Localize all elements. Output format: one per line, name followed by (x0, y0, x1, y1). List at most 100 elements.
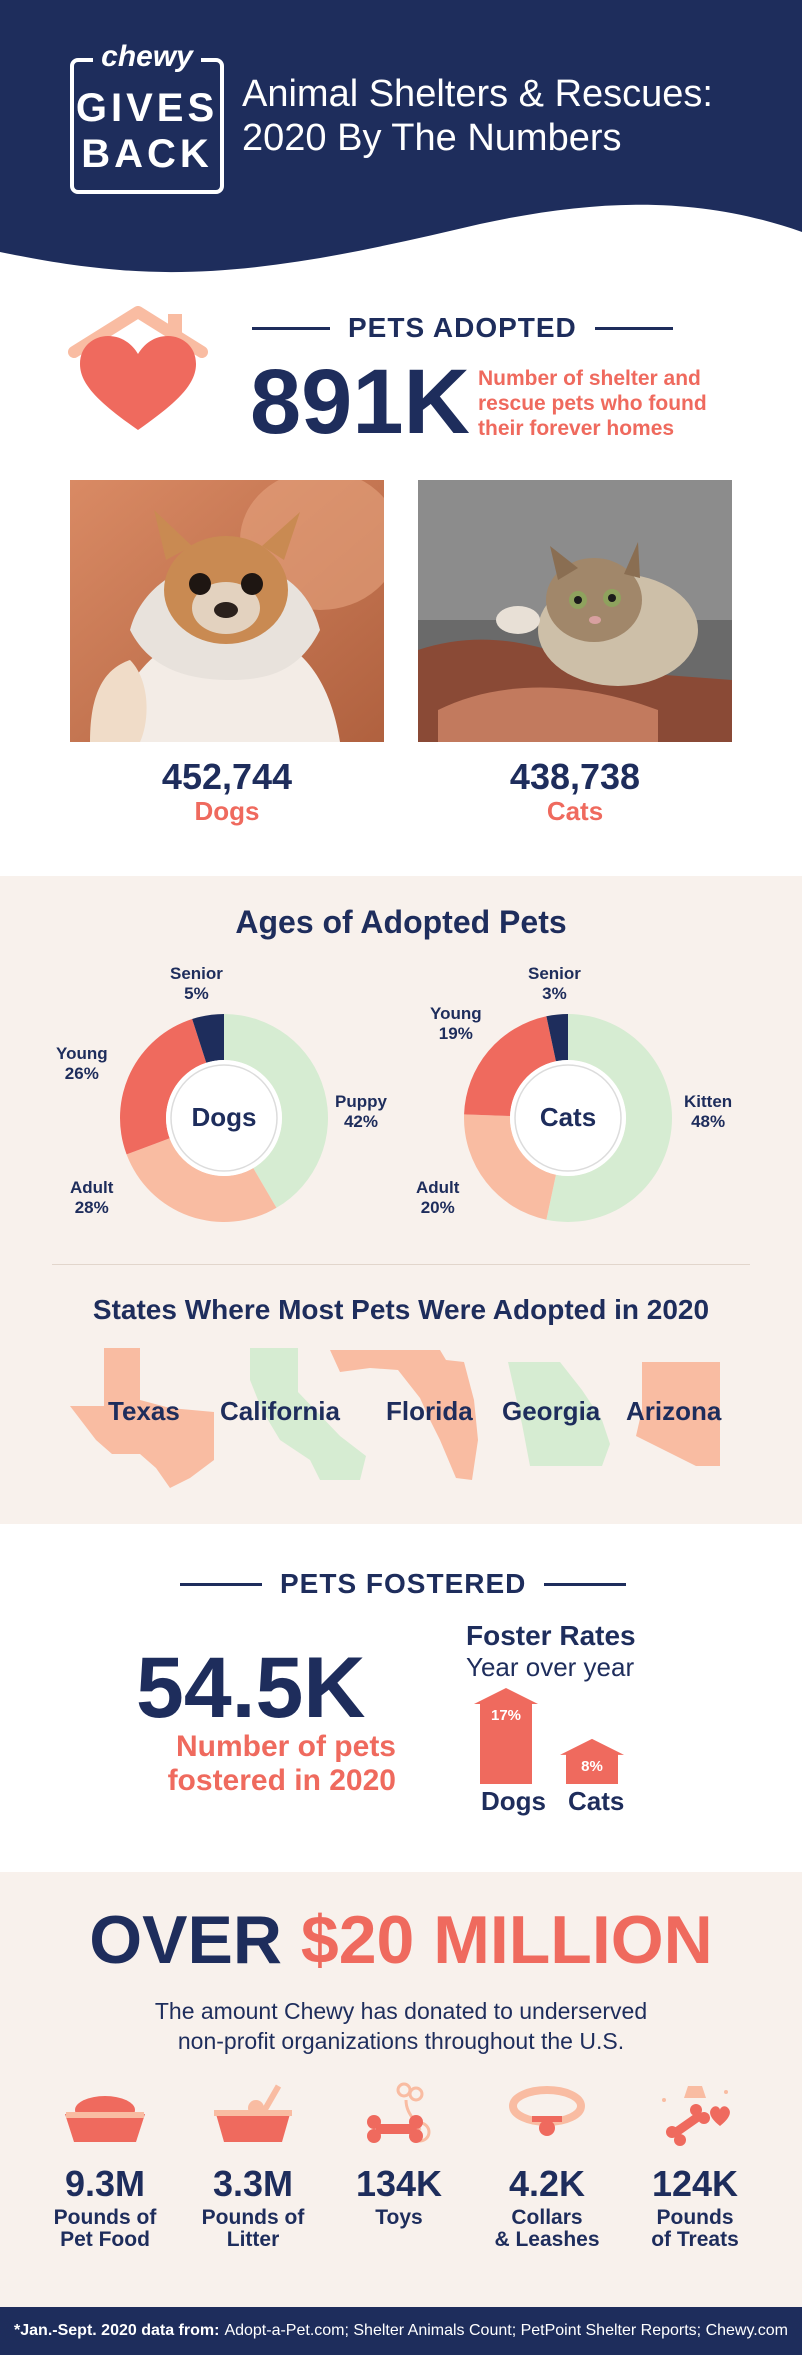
dogs-donut-hole (166, 1060, 282, 1176)
donation-item-collars: 4.2K Collars & Leashes (482, 2080, 612, 2251)
dogs-senior-label: Senior 5% (170, 964, 223, 1003)
cats-kitten-slice (546, 1014, 672, 1222)
dogs-puppy-slice (224, 1014, 329, 1208)
chewy-brand-wordmark: chewy (74, 40, 220, 74)
texas-shape (70, 1348, 214, 1488)
treats-value: 124K (651, 2163, 739, 2204)
california-shape (250, 1348, 366, 1480)
cats-young-slice (464, 1016, 556, 1116)
treats-icon (662, 2086, 730, 2146)
pets-adopted-heading: PETS ADOPTED (252, 312, 673, 344)
dogs-young-label: Young 26% (56, 1044, 108, 1083)
arizona-shape (636, 1362, 720, 1466)
header-banner: chewy GIVES BACK Animal Shelters & Rescu… (0, 0, 802, 280)
cats-age-donut-chart (464, 1014, 672, 1222)
states-heading: States Where Most Pets Were Adopted in 2… (92, 1294, 710, 1325)
foster-cats-label: Cats (568, 1786, 625, 1816)
state-florida: Florida (386, 1396, 473, 1426)
donation-item-treats: 124K Pounds of Treats (630, 2080, 760, 2251)
page-title-line2: 2020 By The Numbers (242, 117, 622, 159)
pet-food-bowl-icon (65, 2096, 145, 2142)
pets-fostered-heading-text: PETS FOSTERED (280, 1568, 527, 1599)
fostered-total: 54.5K (136, 1640, 366, 1736)
collars-label: Collars & Leashes (494, 2206, 600, 2251)
chewy-gives-back-logo: chewy GIVES BACK (70, 40, 224, 194)
section-divider (52, 1264, 750, 1265)
state-shapes (70, 1348, 720, 1488)
ages-heading: Ages of Adopted Pets (235, 904, 567, 940)
cats-senior-slice (546, 1014, 568, 1062)
pet-food-value: 9.3M (64, 2163, 146, 2204)
toys-value: 134K (355, 2163, 443, 2204)
litter-value: 3.3M (212, 2163, 294, 2204)
donation-description: The amount Chewy has donated to underser… (154, 1998, 648, 2054)
cats-senior-label: Senior 3% (528, 964, 581, 1003)
state-texas: Texas (108, 1396, 180, 1426)
foster-dogs-arrow-bar (474, 1688, 538, 1784)
cats-adopted-stat: 438,738 Cats (418, 756, 732, 827)
donation-section (0, 1872, 802, 2307)
toys-label: Toys (375, 2206, 423, 2229)
cats-adopted-count: 438,738 (509, 756, 641, 797)
pets-adopted-heading-text: PETS ADOPTED (348, 312, 577, 343)
foster-dogs-label: Dogs (481, 1786, 546, 1816)
georgia-shape (508, 1362, 610, 1466)
adopted-description: Number of shelter and rescue pets who fo… (478, 367, 707, 440)
cats-adopted-label: Cats (546, 796, 604, 826)
footer-source-label: *Jan.-Sept. 2020 data from: (14, 2322, 220, 2339)
adopted-total: 891K (250, 351, 470, 453)
foster-rates-chart: 17% 8% (474, 1688, 624, 1784)
dogs-adopted-label: Dogs (194, 796, 260, 826)
foster-cats-arrow-bar (560, 1738, 624, 1784)
florida-shape (330, 1350, 478, 1480)
dogs-adopted-stat: 452,744 Dogs (70, 756, 384, 827)
cats-young-label: Young 19% (430, 1004, 482, 1043)
cats-adult-label: Adult 20% (416, 1178, 460, 1217)
collar-icon (509, 2086, 585, 2136)
cats-donut-inner-ring (514, 1064, 622, 1172)
house-heart-icon (68, 306, 208, 430)
logo-back-text: BACK (81, 132, 213, 176)
dogs-donut-inner-ring (170, 1064, 278, 1172)
donation-headline: OVER $20 MILLION (0, 1900, 802, 1980)
dogs-adult-label: Adult 28% (70, 1178, 114, 1217)
dogs-adopted-count: 452,744 (161, 756, 293, 797)
collars-value: 4.2K (508, 2163, 586, 2204)
donation-item-toys: 134K Toys (334, 2080, 464, 2229)
dogs-young-slice (119, 1018, 207, 1155)
treats-label: Pounds of Treats (651, 2206, 739, 2251)
foster-dogs-rate-label: 17% (491, 1707, 521, 1724)
toys-icon (367, 2082, 431, 2143)
dogs-senior-slice (192, 1014, 224, 1063)
donation-item-litter: 3.3M Pounds of Litter (188, 2080, 318, 2251)
state-arizona: Arizona (626, 1396, 722, 1426)
pet-food-label: Pounds of Pet Food (53, 2206, 157, 2251)
cats-donut-hole (510, 1060, 626, 1176)
logo-gives-text: GIVES (75, 86, 219, 130)
state-california: California (220, 1396, 340, 1426)
dogs-donut-center-label: Dogs (191, 1102, 257, 1132)
cat-photo (418, 480, 732, 742)
cats-donut-center-label: Cats (539, 1102, 597, 1132)
cats-adult-slice (464, 1114, 556, 1220)
dogs-age-donut-chart (119, 1014, 329, 1222)
footer-source-list: Adopt-a-Pet.com; Shelter Animals Count; … (224, 2322, 788, 2339)
foster-rates-subtitle: Year over year (466, 1652, 635, 1682)
page-title: Animal Shelters & Rescues: 2020 By The N… (242, 72, 762, 160)
litter-box-icon (214, 2084, 292, 2142)
pets-fostered-heading: PETS FOSTERED (180, 1568, 627, 1600)
donation-item-pet-food: 9.3M Pounds of Pet Food (40, 2080, 170, 2251)
state-georgia: Georgia (502, 1396, 601, 1426)
foster-cats-rate-label: 8% (581, 1758, 603, 1775)
litter-label: Pounds of Litter (201, 2206, 305, 2251)
dogs-adult-slice (126, 1138, 277, 1222)
cats-kitten-label: Kitten 48% (684, 1092, 733, 1131)
page-title-line1: Animal Shelters & Rescues: (242, 73, 713, 115)
donation-prefix: OVER (89, 1902, 282, 1978)
footer-sources: *Jan.-Sept. 2020 data from: Adopt-a-Pet.… (0, 2307, 802, 2355)
dog-photo (70, 480, 384, 742)
dogs-puppy-label: Puppy 42% (335, 1092, 387, 1131)
foster-rates-title: Foster Rates (466, 1620, 636, 1651)
donation-amount: $20 MILLION (300, 1902, 713, 1978)
